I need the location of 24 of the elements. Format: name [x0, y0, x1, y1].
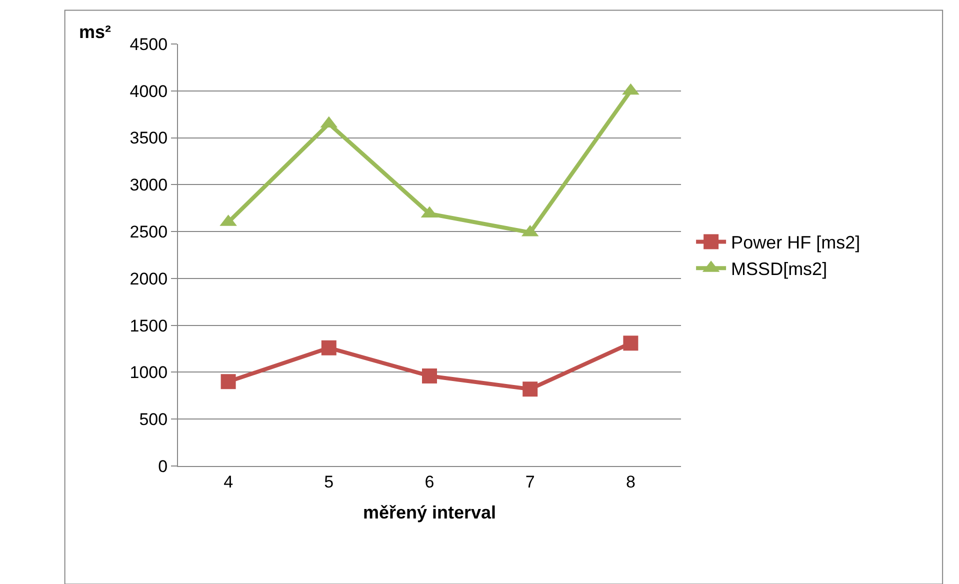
x-tick-label: 7 — [525, 472, 535, 492]
y-tick-label: 1000 — [130, 363, 168, 382]
y-tick-label: 0 — [158, 456, 168, 476]
x-tick-label: 6 — [424, 472, 434, 492]
y-tick-label: 500 — [139, 410, 168, 430]
legend-label: Power HF [ms2] — [731, 232, 860, 253]
x-tick-label: 4 — [224, 472, 234, 492]
y-tick-label: 4000 — [130, 82, 168, 101]
x-tick-label: 8 — [626, 472, 636, 492]
y-tick-label: 2000 — [130, 269, 168, 288]
y-tick-label: 2500 — [130, 222, 168, 242]
point — [522, 382, 538, 397]
x-tick-label: 5 — [324, 472, 334, 492]
y-tick-label: 3000 — [130, 176, 168, 195]
point — [422, 368, 437, 384]
point — [220, 374, 236, 390]
point — [623, 336, 638, 351]
point — [321, 340, 336, 356]
y-axis-title: ms² — [79, 22, 112, 42]
x-axis-title: měřený interval — [362, 502, 496, 522]
legend-label: MSSD[ms2] — [731, 259, 828, 280]
y-tick-label: 3500 — [130, 128, 168, 148]
y-tick-label: 4500 — [130, 34, 168, 54]
y-tick-label: 1500 — [130, 316, 168, 336]
